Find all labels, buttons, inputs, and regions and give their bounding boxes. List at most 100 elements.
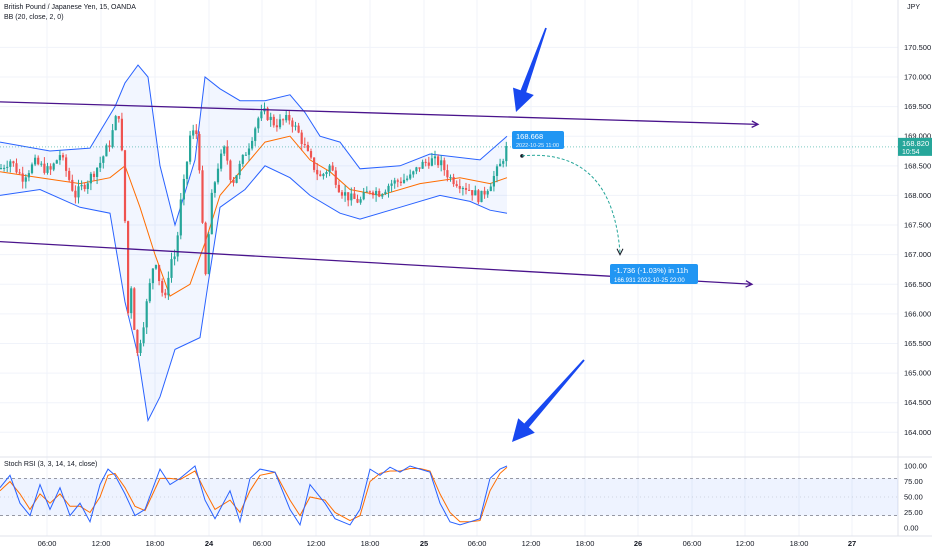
candle-body: [164, 292, 167, 296]
candle-body: [334, 170, 337, 185]
candle-body: [424, 161, 427, 163]
candle-body: [65, 157, 68, 171]
candle-body: [114, 116, 117, 131]
symbol-legend[interactable]: British Pound / Japanese Yen, 15, OANDA: [4, 4, 136, 11]
candle-body: [449, 176, 452, 178]
candle-body: [37, 157, 40, 165]
projection-arrowhead: [616, 248, 624, 256]
price-tick-label: 164.500: [904, 398, 931, 407]
candle-body: [120, 118, 123, 151]
stoch-legend[interactable]: Stoch RSI (3, 3, 14, 14, close): [4, 461, 98, 468]
candle-body: [83, 184, 86, 190]
candle-body: [278, 119, 282, 128]
candle-body: [483, 190, 486, 195]
candle-body: [480, 190, 483, 203]
candle-body: [331, 165, 334, 171]
candle-body: [55, 160, 58, 164]
big-arrow-bottom: [512, 359, 585, 442]
candlesticks: [0, 102, 508, 356]
candle-body: [495, 166, 499, 176]
candle-body: [412, 171, 415, 175]
candle-body: [384, 191, 387, 195]
callout-end-change: -1.736 (-1.03%) in 11h: [614, 266, 688, 275]
annotations[interactable]: 168.668 2022-10-25 11:00 -1.736 (-1.03%) i…: [512, 27, 698, 442]
price-tick-label: 167.500: [904, 221, 931, 230]
candle-body: [229, 160, 232, 180]
candle-body: [254, 128, 257, 141]
candle-body: [251, 140, 254, 149]
candle-body: [505, 146, 508, 162]
candle-body: [371, 192, 375, 196]
bb-fill: [0, 65, 507, 421]
channel-arrowhead: [751, 120, 760, 128]
candle-body: [34, 157, 37, 165]
candle-body: [306, 144, 309, 152]
candle-body: [226, 146, 229, 161]
big-arrow-top: [513, 27, 547, 113]
stoch-tick-label: 25.00: [904, 508, 923, 517]
candle-body: [201, 170, 204, 223]
candle-body: [136, 329, 139, 354]
candle-body: [260, 111, 263, 119]
candle-body: [387, 185, 390, 192]
candle-body: [170, 259, 173, 278]
candle-body: [30, 164, 34, 174]
time-tick-label: 27: [848, 539, 856, 548]
bb-lower: [0, 165, 508, 423]
candle-body: [154, 265, 158, 269]
candle-body: [27, 173, 30, 178]
time-tick-label: 12:00: [522, 539, 541, 548]
candle-body: [337, 184, 340, 193]
candle-body: [443, 160, 446, 171]
candle-body: [489, 186, 492, 192]
candle-body: [452, 176, 455, 185]
time-tick-label: 18:00: [576, 539, 595, 548]
candle-body: [433, 156, 437, 159]
time-tick-label: 18:00: [790, 539, 809, 548]
candle-body: [378, 190, 381, 197]
price-tick-label: 170.000: [904, 72, 931, 81]
candle-body: [396, 180, 399, 182]
candle-body: [182, 178, 185, 200]
candle-body: [216, 168, 220, 183]
candle-body: [86, 183, 89, 190]
candle-body: [105, 145, 108, 157]
candle-body: [300, 132, 303, 145]
candle-body: [461, 187, 464, 189]
candle-body: [220, 153, 223, 169]
candle-body: [415, 167, 418, 172]
candle-body: [74, 190, 77, 198]
currency-label: JPY: [907, 4, 920, 11]
price-tick-label: 170.500: [904, 43, 931, 52]
stoch-k-line: [0, 465, 508, 527]
candle-body: [468, 189, 471, 191]
candle-body: [421, 161, 424, 169]
time-tick-label: 24: [205, 539, 214, 548]
candle-body: [464, 187, 468, 190]
candle-body: [359, 199, 362, 203]
candle-body: [350, 193, 353, 201]
axes: 164.000 164.500 165.000 165.500 166.000 166.5…: [38, 43, 932, 548]
candle-body: [43, 163, 46, 173]
stoch-tick-label: 50.00: [904, 493, 923, 502]
candle-body: [68, 170, 71, 180]
candle-body: [52, 163, 55, 170]
stoch-d-line: [0, 466, 508, 523]
candle-body: [210, 192, 213, 235]
candle-body: [275, 125, 278, 128]
candle-body: [291, 120, 294, 127]
price-tick-label: 164.000: [904, 428, 931, 437]
candle-body: [257, 118, 260, 129]
bb-legend[interactable]: BB (20, close, 2, 0): [4, 14, 64, 21]
candle-body: [365, 191, 368, 193]
time-tick-label: 12:00: [92, 539, 111, 548]
candle-body: [49, 166, 52, 170]
candle-body: [117, 116, 120, 119]
candle-body: [102, 156, 105, 163]
stoch-rsi-pane: [0, 465, 898, 527]
candle-body: [151, 268, 154, 284]
candle-body: [356, 198, 359, 203]
candle-body: [325, 172, 328, 175]
candle-body: [502, 161, 505, 164]
